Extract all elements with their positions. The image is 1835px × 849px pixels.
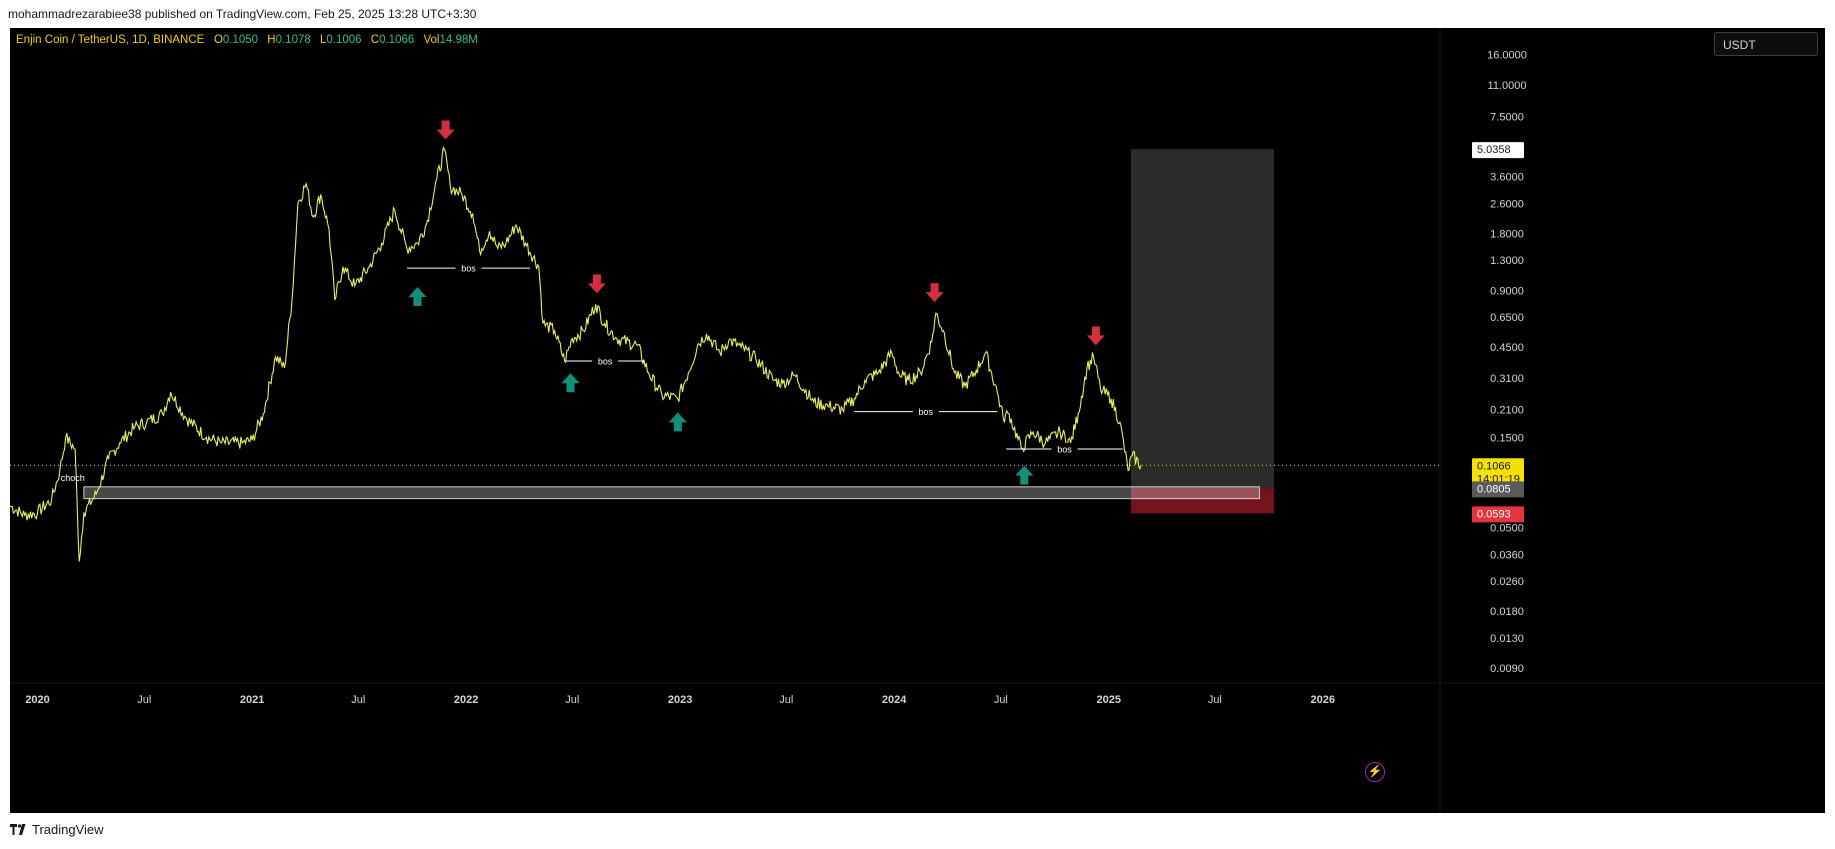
bos-label: bos	[598, 357, 613, 367]
bos-label: bos	[1057, 445, 1072, 455]
tradingview-logo[interactable]: TradingView	[10, 822, 104, 837]
current-price-label-bg	[1472, 458, 1524, 488]
open-value: 0.1050	[222, 34, 259, 46]
price-chart[interactable]: bos bos bos bos choch 16.0000 11.0000 7.5000 3.6…	[10, 28, 1825, 813]
bos-label-bg	[1051, 443, 1078, 456]
open-label: O	[213, 34, 223, 46]
y-tick-label: 0.2100	[1490, 405, 1524, 417]
sell-arrow	[1086, 326, 1105, 346]
y-tick-label: 2.6000	[1490, 198, 1524, 210]
bos-label-bg	[592, 355, 619, 368]
y-tick-label: 0.1500	[1490, 432, 1524, 444]
close-value: 0.1066	[379, 34, 415, 46]
chart-area[interactable]: bos bos bos bos choch 16.0000 11.0000 7.5000 3.6…	[10, 28, 1825, 813]
x-tick-label: 2022	[454, 694, 478, 706]
high-label: H	[267, 34, 276, 46]
bos-label: bos	[461, 264, 476, 274]
x-tick-label: Jul	[565, 694, 579, 706]
y-tick-label: 11.0000	[1488, 80, 1527, 92]
entry-price-label-bg	[1472, 481, 1524, 498]
close-label: C	[370, 34, 380, 46]
buy-arrow	[668, 412, 687, 432]
low-value: 0.1006	[326, 34, 362, 46]
y-tick-label: 0.6500	[1490, 312, 1524, 324]
y-tick-label: 0.3100	[1490, 373, 1524, 385]
buy-arrow	[408, 286, 427, 306]
x-tick-label: Jul	[137, 694, 151, 706]
symbol-legend: Enjin Coin / TetherUS, 1D, BINANCE O0.10…	[16, 34, 484, 46]
y-tick-label: 0.4500	[1490, 342, 1524, 354]
x-tick-label: 2023	[668, 694, 692, 706]
bos-label: bos	[919, 407, 934, 417]
bos-label-bg	[455, 262, 482, 275]
footer-bar	[0, 815, 1835, 849]
bos-label-bg	[912, 405, 939, 418]
choch-label: choch	[61, 473, 85, 483]
symbol-name: Enjin Coin / TetherUS, 1D, BINANCE	[16, 34, 205, 46]
y-tick-label: 0.0090	[1490, 663, 1524, 675]
y-tick-label: 0.0500	[1490, 522, 1524, 534]
x-tick-label: 2020	[25, 694, 49, 706]
y-tick-label: 0.0180	[1490, 606, 1524, 618]
x-tick-label: 2021	[240, 694, 264, 706]
buy-arrow	[1015, 465, 1034, 485]
tradingview-logo-icon	[10, 824, 26, 835]
target-price-label-bg	[1472, 142, 1524, 159]
volume-value: 14.98M	[439, 34, 478, 46]
y-tick-label: 0.9000	[1490, 285, 1524, 297]
x-tick-label: Jul	[1208, 694, 1222, 706]
high-value: 0.1078	[275, 34, 311, 46]
tradingview-logo-text: TradingView	[32, 822, 104, 837]
x-tick-label: 2025	[1096, 694, 1120, 706]
publisher-text: mohammadrezarabiee38 published on Tradin…	[8, 7, 477, 21]
y-tick-label: 3.6000	[1490, 172, 1524, 184]
sell-arrow	[436, 120, 455, 140]
y-tick-label: 7.5000	[1490, 111, 1524, 123]
y-tick-label: 0.0360	[1490, 549, 1524, 561]
y-tick-label: 1.8000	[1490, 228, 1524, 240]
current-price-label: 0.1066	[1477, 460, 1511, 472]
x-tick-label: Jul	[779, 694, 793, 706]
sell-arrow	[587, 274, 606, 294]
currency-button[interactable]: USDT	[1714, 32, 1818, 56]
entry-price-label: 0.0805	[1477, 483, 1511, 495]
y-tick-label: 0.0260	[1490, 576, 1524, 588]
target-price-label: 5.0358	[1477, 144, 1511, 156]
buy-arrow	[561, 373, 580, 393]
x-tick-label: 2024	[882, 694, 907, 706]
position-stop-zone	[1131, 488, 1275, 514]
x-tick-label: 2026	[1310, 694, 1334, 706]
x-tick-label: Jul	[994, 694, 1008, 706]
header-bar: mohammadrezarabiee38 published on Tradin…	[0, 0, 1835, 28]
demand-zone	[83, 486, 1260, 500]
stop-price-label: 0.0593	[1477, 508, 1511, 520]
position-profit-zone	[1131, 149, 1275, 489]
volume-label: Vol	[423, 34, 440, 46]
y-tick-label: 1.3000	[1490, 255, 1524, 267]
y-tick-label: 0.0130	[1490, 633, 1524, 645]
x-tick-label: Jul	[351, 694, 365, 706]
low-label: L	[319, 34, 327, 46]
sell-arrow	[925, 283, 944, 303]
lightning-icon[interactable]: ⚡	[1365, 762, 1385, 782]
y-tick-label: 16.0000	[1487, 49, 1527, 61]
price-series-line	[10, 145, 1142, 562]
stop-price-label-bg	[1472, 506, 1524, 523]
